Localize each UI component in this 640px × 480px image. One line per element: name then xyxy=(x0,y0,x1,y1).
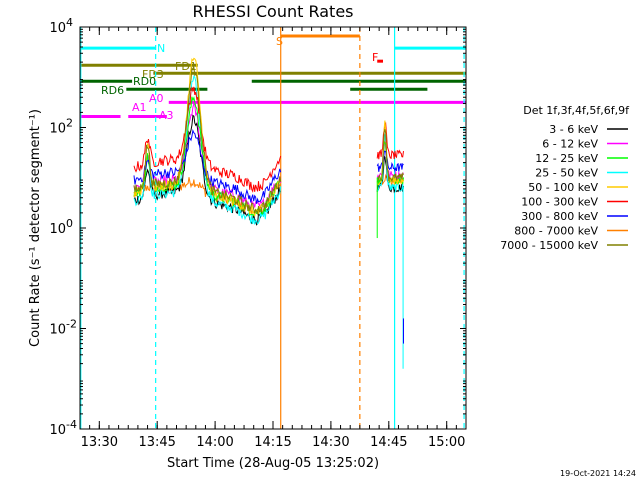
y-tick-label-0: 10 xyxy=(49,423,66,438)
flag-label-a3: A3 xyxy=(159,109,174,122)
series-line-8 xyxy=(133,66,282,216)
y-tick-exp-2: 0 xyxy=(66,217,73,230)
x-tick-label-5: 14:45 xyxy=(370,435,407,450)
series-line-0 xyxy=(133,114,282,226)
series-line-b-8 xyxy=(376,128,404,183)
y-tick-label-3: 10 xyxy=(49,122,66,137)
chart-title: RHESSI Count Rates xyxy=(193,2,354,21)
x-tick-label-1: 13:45 xyxy=(138,435,175,450)
series-line-2 xyxy=(133,96,281,217)
flag-label-fd1: FD1 xyxy=(175,60,197,73)
y-tick-label-4: 10 xyxy=(49,21,66,36)
flag-label-a0: A0 xyxy=(149,92,164,105)
y-tick-exp-4: 4 xyxy=(66,16,73,29)
x-tick-label-4: 14:30 xyxy=(312,435,349,450)
legend-label-2: 12 - 25 keV xyxy=(535,152,598,165)
x-tick-label-2: 14:00 xyxy=(196,435,233,450)
y-axis-label-group: Count Rate (s⁻¹ detector segment⁻¹) xyxy=(28,109,43,347)
y-axis-label: Count Rate (s⁻¹ detector segment⁻¹) xyxy=(28,109,43,347)
legend-label-4: 50 - 100 keV xyxy=(528,181,598,194)
legend-label-0: 3 - 6 keV xyxy=(549,123,598,136)
flag-label-fd3: FD3 xyxy=(142,68,164,81)
footer-date: 19-Oct-2021 14:24 xyxy=(560,469,636,478)
series-line-3 xyxy=(133,75,282,225)
x-tick-label-3: 14:15 xyxy=(254,435,291,450)
y-tick-label-1: 10 xyxy=(49,323,66,338)
flag-label-n: N xyxy=(157,42,165,55)
legend-label-3: 25 - 50 keV xyxy=(535,167,598,180)
x-tick-label-0: 13:30 xyxy=(81,435,118,450)
flag-label-a1: A1 xyxy=(132,101,147,114)
series-layer xyxy=(133,57,404,369)
legend-label-7: 800 - 7000 keV xyxy=(514,225,598,238)
series-line-b-5 xyxy=(376,121,404,160)
x-axis: 13:30 13:45 14:00 14:15 14:30 14:45 15:00 xyxy=(79,27,467,450)
y-tick-exp-0: -4 xyxy=(66,418,77,431)
y-tick-exp-3: 2 xyxy=(66,117,73,130)
flag-label-f: F xyxy=(372,51,378,64)
series-line-6 xyxy=(133,128,282,204)
legend-title: Det 1f,3f,4f,5f,6f,9f xyxy=(523,104,630,117)
y-tick-exp-1: -2 xyxy=(66,318,77,331)
flag-label-rd0: RD0 xyxy=(133,75,156,88)
legend-label-6: 300 - 800 keV xyxy=(521,210,598,223)
legend-label-8: 7000 - 15000 keV xyxy=(500,239,598,252)
series-line-5 xyxy=(133,86,282,193)
flag-label-rd6: RD6 xyxy=(101,84,124,97)
legend-label-1: 6 - 12 keV xyxy=(542,138,598,151)
x-tick-label-6: 15:00 xyxy=(428,435,465,450)
x-axis-label: Start Time (28-Aug-05 13:25:02) xyxy=(167,456,379,471)
legend-label-5: 100 - 300 keV xyxy=(521,196,598,209)
series-line-b-6 xyxy=(376,150,404,173)
y-tick-label-2: 10 xyxy=(49,222,66,237)
series-line-b-3 xyxy=(376,134,404,193)
flag-label-s: S xyxy=(276,35,283,48)
